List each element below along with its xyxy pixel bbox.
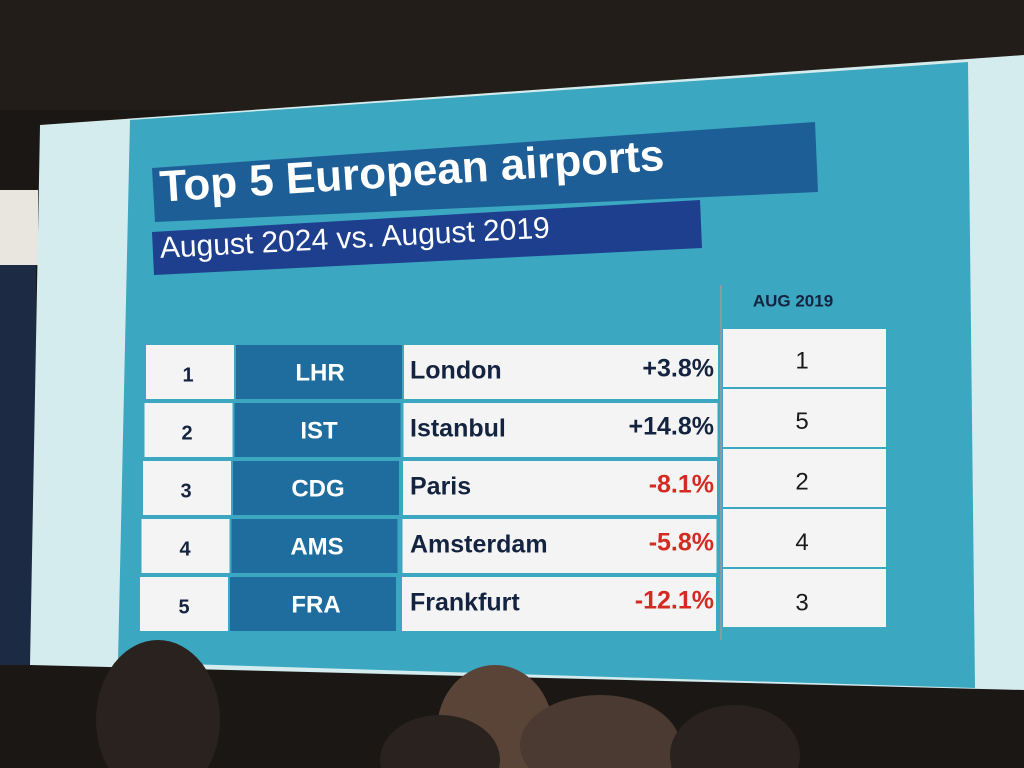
rank-cell	[143, 461, 231, 515]
side-banner	[0, 265, 36, 665]
city: Paris	[410, 473, 471, 501]
previous-cell	[723, 569, 886, 627]
airport-code: LHR	[295, 359, 344, 386]
audience	[96, 640, 800, 768]
head	[96, 640, 220, 768]
title-banner	[152, 122, 818, 222]
side-sign	[0, 190, 38, 265]
previous-rank: 5	[795, 408, 808, 435]
city-cell	[402, 519, 717, 573]
city: Istanbul	[410, 415, 506, 443]
rank: 4	[179, 538, 191, 560]
city-cell	[403, 403, 718, 457]
code-cell	[231, 519, 398, 573]
table: 1 LHR London +3.8% 1 2 IST Istanbul +14.8% 5 3 CDG P…	[140, 329, 886, 631]
previous-rank: 3	[795, 589, 808, 616]
code-cell	[234, 403, 401, 457]
rank: 3	[180, 480, 191, 502]
head	[670, 705, 800, 768]
airport-code: CDG	[291, 475, 344, 502]
rank: 1	[182, 364, 193, 386]
rank-cell	[140, 577, 228, 631]
rank-cell	[141, 519, 230, 573]
code-cell	[233, 461, 399, 515]
city: London	[410, 357, 502, 385]
previous-cell	[723, 389, 886, 447]
previous-rank: 1	[795, 347, 808, 374]
change: +3.8%	[642, 355, 714, 383]
subtitle-banner	[152, 200, 702, 275]
rank: 5	[178, 596, 189, 618]
previous-rank: 2	[795, 468, 808, 495]
city: Amsterdam	[410, 531, 548, 559]
previous-cell	[723, 509, 886, 567]
airport-code: IST	[300, 417, 338, 444]
city-cell	[403, 461, 717, 515]
code-cell	[236, 345, 402, 399]
rank-cell	[146, 345, 234, 399]
change: +14.8%	[629, 413, 715, 441]
change: -5.8%	[649, 529, 714, 557]
code-cell	[230, 577, 396, 631]
city-cell	[402, 577, 716, 631]
previous-rank: 4	[795, 529, 808, 556]
head	[520, 695, 680, 768]
column-header: AUG 2019	[753, 291, 833, 310]
city-cell	[404, 345, 718, 399]
airport-code: AMS	[290, 533, 343, 560]
previous-cell	[723, 449, 886, 507]
rank: 2	[181, 422, 192, 444]
rank-cell	[144, 403, 233, 457]
airport-code: FRA	[291, 591, 340, 618]
change: -12.1%	[635, 587, 714, 615]
city: Frankfurt	[410, 589, 520, 617]
head	[380, 715, 500, 768]
previous-cell	[723, 329, 886, 387]
change: -8.1%	[649, 471, 714, 499]
